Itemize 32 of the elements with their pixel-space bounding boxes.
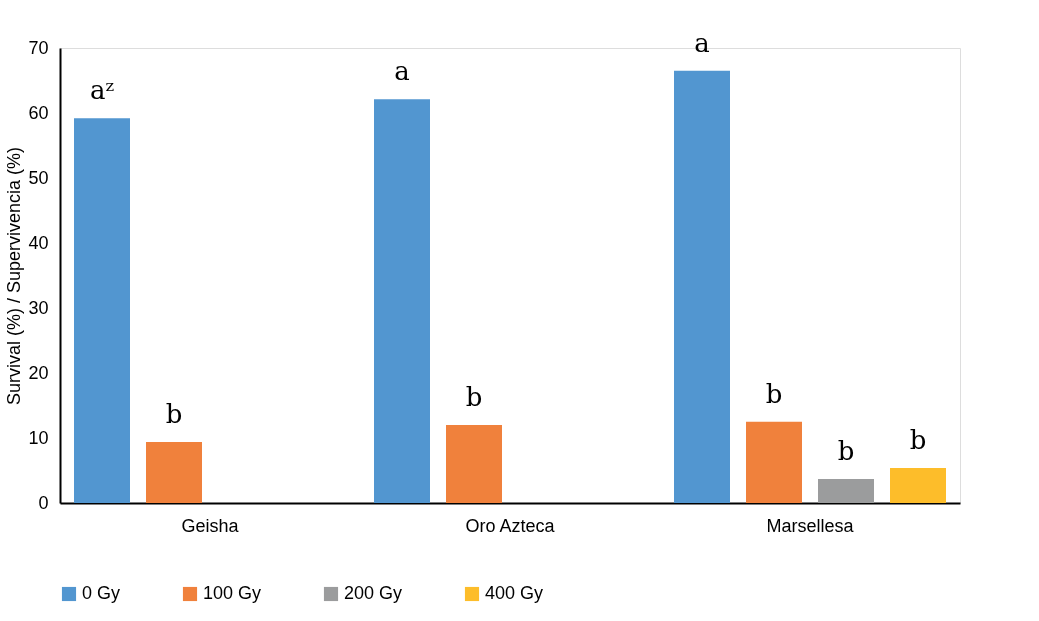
bar bbox=[146, 441, 202, 503]
annotation: b bbox=[909, 424, 927, 455]
y-tick-label: 20 bbox=[28, 362, 49, 383]
x-tick-label: Geisha bbox=[181, 515, 240, 536]
x-tick-label: Oro Azteca bbox=[465, 515, 556, 536]
y-tick-label: 0 bbox=[38, 492, 49, 513]
legend-label: 200 Gy bbox=[344, 583, 403, 603]
bar bbox=[374, 99, 430, 503]
annotation: b bbox=[465, 382, 483, 412]
bar bbox=[74, 118, 130, 503]
legend-label: 0 Gy bbox=[82, 583, 121, 603]
y-axis-title: Survival (%) / Supervivencia (%) bbox=[4, 146, 25, 406]
y-tick-label: 70 bbox=[28, 37, 49, 58]
y-tick-label: 40 bbox=[28, 232, 49, 253]
legend-label: 100 Gy bbox=[203, 583, 262, 603]
annotation: a bbox=[394, 56, 410, 87]
bar bbox=[890, 467, 946, 503]
y-tick-label: 50 bbox=[28, 167, 49, 188]
y-tick-label: 10 bbox=[28, 427, 49, 448]
bar bbox=[446, 425, 502, 503]
annotation: b bbox=[837, 435, 855, 466]
y-tick-label: 30 bbox=[28, 297, 49, 318]
annotation: b bbox=[165, 398, 183, 429]
annotation: b bbox=[765, 378, 783, 409]
y-tick-label: 60 bbox=[28, 102, 49, 123]
annotation: a bbox=[694, 27, 710, 58]
x-tick-label: Marsellesa bbox=[766, 515, 855, 536]
annotation: aᶻ bbox=[89, 75, 115, 106]
bar bbox=[818, 478, 874, 503]
bar bbox=[746, 421, 802, 503]
legend-label: 400 Gy bbox=[485, 583, 544, 603]
bar bbox=[674, 70, 730, 503]
